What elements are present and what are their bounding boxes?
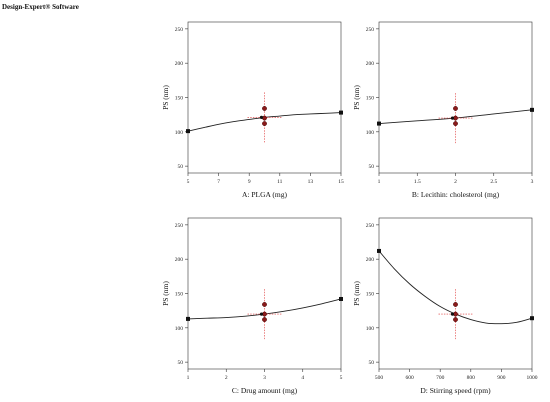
x-tick-label: 5 [340, 375, 343, 381]
chart-panel-2: 50 100 150 200 250 1 1.5 2 2.5 3 B: Lecithin: chol… [352, 21, 534, 199]
plot-frame [378, 217, 533, 370]
design-point [262, 302, 267, 307]
x-tick-label: 9 [248, 179, 251, 185]
x-tick-label: 13 [308, 179, 314, 185]
y-tick-label: 150 [175, 96, 184, 102]
x-tick-label: 1 [378, 179, 381, 185]
endpoint-marker [186, 316, 190, 321]
plot-frame [378, 21, 533, 174]
design-point [262, 121, 267, 126]
y-tick-label: 200 [366, 61, 375, 67]
design-point [262, 115, 267, 121]
y-tick-label: 150 [366, 96, 375, 102]
endpoint-marker [339, 296, 343, 301]
center-point-marker [450, 116, 455, 120]
y-tick-label: 250 [366, 27, 375, 33]
endpoint-marker [377, 248, 381, 253]
x-tick-label: 1 [187, 375, 190, 381]
x-tick-label: 1.5 [414, 179, 421, 185]
x-axis-label: B: Lecithin: cholesterol (mg) [412, 190, 500, 199]
design-point [453, 106, 458, 111]
y-tick-label: 250 [175, 223, 184, 229]
x-tick-label: 2 [454, 179, 457, 185]
y-tick-label: 100 [366, 130, 375, 136]
chart-panel-4: 50 100 150 200 250 500 600 700 800 900 1000 D: Stir… [352, 217, 538, 395]
x-tick-label: 3 [263, 375, 266, 381]
y-tick-label: 250 [366, 223, 375, 229]
x-tick-label: 800 [467, 375, 476, 381]
y-axis-label: PS (nm) [161, 85, 170, 110]
software-label: Design-Expert® Software [2, 3, 79, 11]
center-point-marker [450, 312, 455, 316]
y-tick-label: 50 [178, 164, 184, 170]
endpoint-marker [377, 121, 381, 126]
y-tick-label: 200 [175, 257, 184, 263]
design-point [262, 106, 267, 111]
x-tick-label: 3 [531, 179, 534, 185]
y-tick-label: 200 [366, 257, 375, 263]
chart-panel-1: 50 100 150 200 250 5 7 9 11 13 15 A: PLGA (mg) PS (n… [161, 21, 344, 199]
design-point [453, 317, 458, 322]
x-tick-label: 11 [277, 179, 283, 185]
y-tick-label: 200 [175, 61, 184, 67]
x-tick-label: 15 [338, 179, 344, 185]
design-point [453, 302, 458, 307]
endpoint-marker [186, 129, 190, 134]
chart-panel-3: 50 100 150 200 250 1 2 3 4 5 C: Drug amount (mg) PS… [161, 217, 343, 395]
y-axis-label: PS (nm) [161, 281, 170, 306]
x-tick-label: 4 [301, 375, 304, 381]
x-axis-label: C: Drug amount (mg) [232, 386, 298, 395]
x-tick-label: 5 [187, 179, 190, 185]
design-point [262, 317, 267, 322]
x-tick-label: 2.5 [490, 179, 497, 185]
x-tick-label: 1000 [527, 375, 538, 381]
endpoint-marker [530, 107, 534, 112]
y-tick-label: 100 [175, 326, 184, 332]
x-axis-label: A: PLGA (mg) [242, 190, 288, 199]
y-tick-label: 150 [366, 292, 375, 298]
x-tick-label: 600 [405, 375, 414, 381]
design-point [453, 121, 458, 126]
plot-frame [187, 217, 342, 370]
y-tick-label: 100 [175, 130, 184, 136]
y-axis-label: PS (nm) [352, 85, 361, 110]
x-axis-label: D: Stirring speed (rpm) [420, 386, 491, 395]
y-tick-label: 150 [175, 292, 184, 298]
endpoint-marker [339, 110, 343, 115]
endpoint-marker [530, 316, 534, 321]
y-tick-label: 250 [175, 27, 184, 33]
center-point-marker [259, 312, 264, 316]
x-tick-label: 900 [497, 375, 506, 381]
y-tick-label: 100 [366, 326, 375, 332]
plot-frame [187, 21, 342, 174]
x-tick-label: 700 [436, 375, 445, 381]
y-tick-label: 50 [178, 360, 184, 366]
x-tick-label: 7 [217, 179, 220, 185]
y-tick-label: 50 [369, 360, 375, 366]
y-tick-label: 50 [369, 164, 375, 170]
x-tick-label: 500 [375, 375, 384, 381]
y-axis-label: PS (nm) [352, 281, 361, 306]
x-tick-label: 2 [225, 375, 228, 381]
center-point-marker [259, 115, 264, 120]
